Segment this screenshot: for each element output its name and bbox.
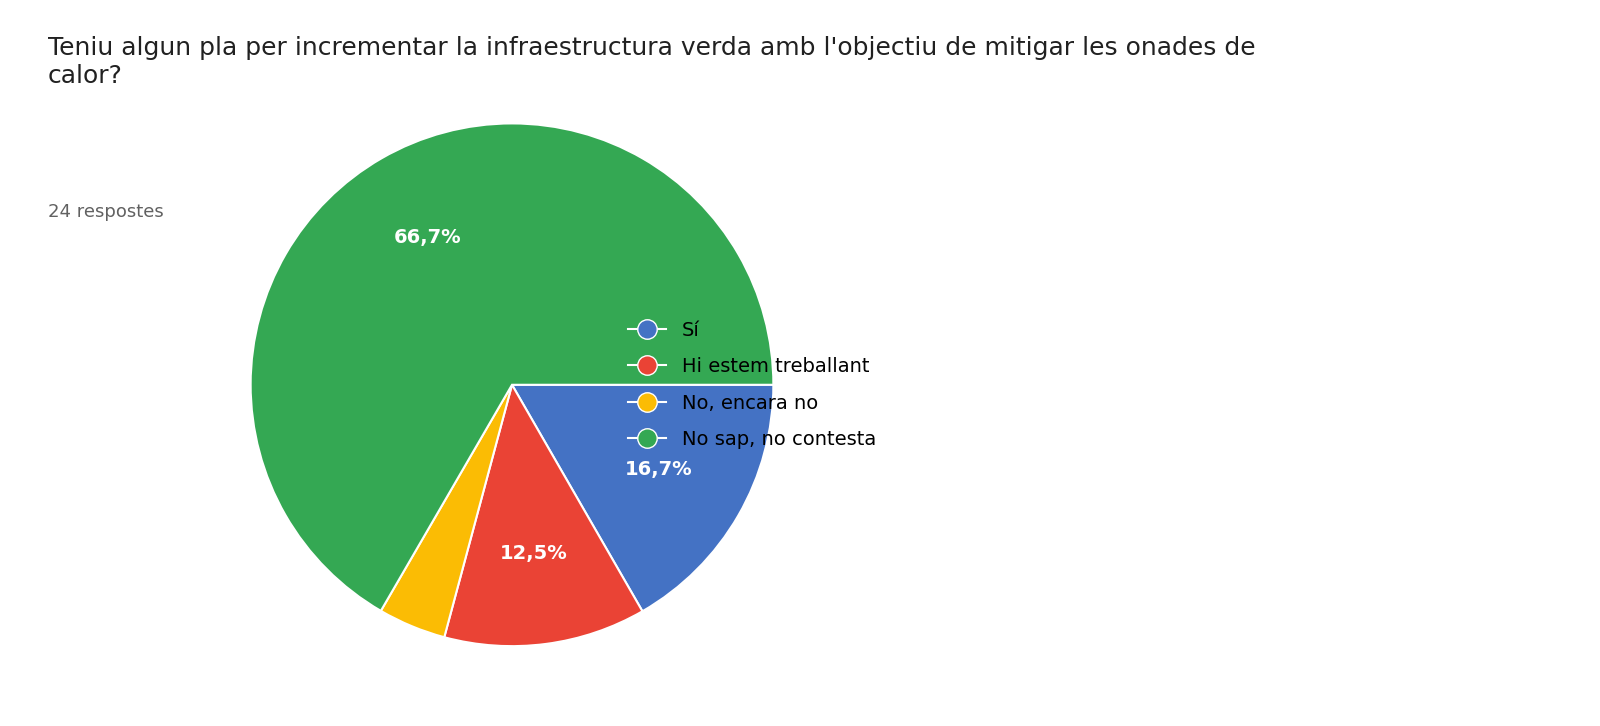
Text: 12,5%: 12,5%: [499, 544, 568, 563]
Legend: Sí, Hi estem treballant, No, encara no, No sap, no contesta: Sí, Hi estem treballant, No, encara no, …: [619, 313, 883, 457]
Text: 24 respostes: 24 respostes: [48, 203, 163, 221]
Text: Teniu algun pla per incrementar la infraestructura verda amb l'objectiu de mitig: Teniu algun pla per incrementar la infra…: [48, 36, 1256, 88]
Wedge shape: [381, 385, 512, 637]
Text: 16,7%: 16,7%: [626, 460, 693, 479]
Wedge shape: [445, 385, 643, 646]
Text: 66,7%: 66,7%: [394, 228, 462, 247]
Wedge shape: [512, 385, 773, 611]
Wedge shape: [251, 123, 773, 611]
